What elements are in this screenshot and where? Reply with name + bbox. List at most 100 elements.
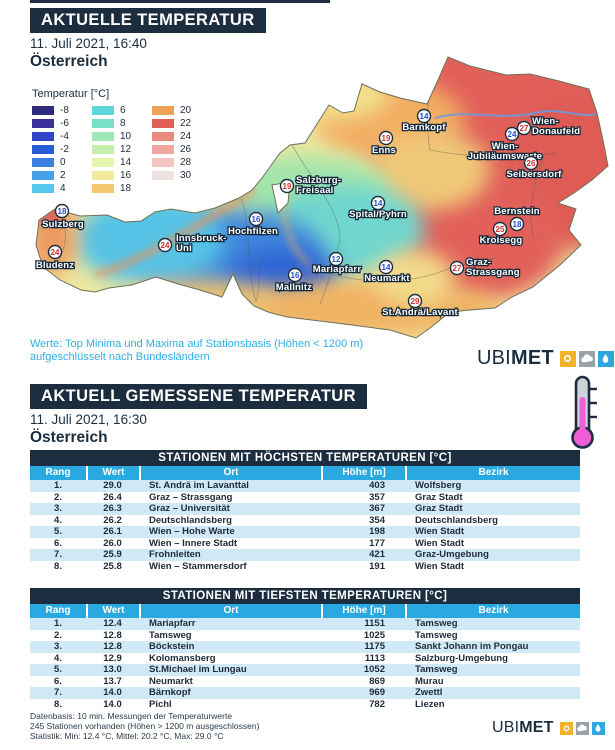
table-cell: 1151 [364, 618, 385, 629]
table-cell: 1. [54, 618, 62, 629]
legend-item: 22 [152, 118, 198, 129]
station-label: Kroisegg [480, 235, 523, 246]
legend-item: 2 [32, 170, 78, 181]
station-bernstein: Bernstein 18 [493, 205, 541, 232]
station-value: 19 [283, 182, 292, 191]
legend-item: 16 [92, 170, 138, 181]
table-cell: 1175 [364, 641, 385, 652]
section2-header: AKTUELL GEMESSENE TEMPERATUR 11. Juli 20… [30, 384, 367, 447]
cloud-icon [575, 721, 589, 735]
station-value-circle [504, 126, 520, 142]
table-cell: St.Michael im Lungau [149, 664, 247, 675]
table-cell: Graz Stadt [415, 491, 463, 503]
station-value-circle [370, 195, 386, 211]
table-cell: 1. [54, 480, 62, 491]
legend-item: 18 [92, 183, 138, 194]
station-label: Uni [176, 243, 192, 254]
station-label: Mallnitz [276, 282, 312, 293]
table-cell: 26.2 [103, 514, 122, 526]
legend-value: 4 [60, 183, 66, 194]
station-label: Graz- [466, 257, 491, 268]
station-value: 12 [332, 255, 341, 264]
table-row: 5. 26.1 Wien – Hohe Warte 198 Wien Stadt [30, 526, 580, 538]
station-label: Bernstein [494, 206, 540, 217]
legend-value: 22 [180, 118, 192, 129]
table-row: 7. 14.0 Bärnkopf 969 Zwettl [30, 687, 580, 699]
table-cell: 12.8 [103, 641, 122, 652]
legend-value: 12 [120, 144, 132, 155]
station-value: 25 [496, 225, 505, 234]
section2-title: AKTUELL GEMESSENE TEMPERATUR [30, 384, 367, 410]
station-value-circle [509, 216, 525, 232]
station-value: 26 [527, 159, 536, 168]
legend-item: 14 [92, 157, 138, 168]
cloud-icon [578, 350, 595, 367]
table-cell: 198 [369, 526, 385, 537]
station-value: 14 [382, 263, 391, 272]
legend-swatch [32, 106, 54, 115]
column-header: Rang [45, 605, 71, 616]
table-cell: 8. [54, 698, 62, 710]
map-note-line1: Werte: Top Minima und Maxima auf Station… [30, 338, 364, 350]
legend-swatch [92, 145, 114, 154]
footer-notes: Datenbasis: 10 min. Messungen der Temper… [30, 711, 259, 741]
map-note-line2: aufgeschlüsselt nach Bundesländern [30, 351, 210, 363]
legend-swatch [92, 184, 114, 193]
legend-value: 16 [120, 170, 132, 181]
table-cell: 6. [54, 537, 62, 549]
legend-swatch [32, 132, 54, 141]
table-cell: 2. [54, 629, 62, 641]
table-header-row: Rang Wert Ort Höhe [m] Bezirk [30, 466, 580, 480]
station-value-circle [54, 203, 70, 219]
temperature-legend: Temperatur [°C] -8 -6 -4 -2 0 2 4 6 8 10 12 14 16 18 2… [32, 88, 198, 194]
table-title: STATIONEN MIT TIEFSTEN TEMPERATUREN [°C] [30, 588, 580, 604]
station-value-circle [328, 251, 344, 267]
table-cell: Tamsweg [415, 618, 458, 629]
table-row: 1. 29.0 St. Andrä im Lavanttal 403 Wolfsberg [30, 480, 580, 492]
country-border [35, 56, 609, 339]
table-cell: 782 [369, 698, 385, 710]
table-cell: Sankt Johann im Pongau [415, 641, 529, 652]
table-row: 3. 26.3 Graz – Universität 367 Graz Stadt [30, 503, 580, 515]
station-salzburg-freisaal: Salzburg-Freisaal 19 [279, 174, 342, 197]
table-cell: 177 [369, 537, 385, 549]
station-value: 14 [420, 112, 429, 121]
legend-swatch [92, 171, 114, 180]
table-cell: Wien Stadt [415, 560, 464, 572]
table-cell: 14.0 [103, 698, 122, 710]
table-cell: 5. [54, 526, 62, 537]
table-cell: Mariapfarr [149, 618, 196, 629]
station-graz-strassgang: Graz-Strassgang 27 [449, 256, 521, 279]
station-value: 24 [508, 130, 517, 139]
station-value-circle [516, 120, 532, 136]
legend-value: 28 [180, 157, 192, 168]
table-cell: Deutschlandsberg [149, 514, 232, 526]
table-cell: Wien – Hohe Warte [149, 526, 235, 537]
ubimet-logo: UBIMET [492, 719, 605, 737]
station-label: Wien- [492, 141, 519, 152]
table-cell: Deutschlandsberg [415, 514, 498, 526]
station-wien-jubil-umswarte: Wien-Jubiläumswarte 24 [466, 126, 543, 163]
table-cell: Tamsweg [149, 629, 192, 641]
table-cell: Bärnkopf [149, 687, 191, 698]
austria-temperature-map: Sulzberg 18 Bludenz 24 Innsbruck- Uni 24 Hochfi… [0, 50, 615, 350]
table-cell: 3. [54, 503, 62, 514]
ubimet-logo: UBIMET [477, 347, 614, 370]
legend-item: 24 [152, 131, 198, 142]
legend-swatch [92, 106, 114, 115]
table-highest-temperatures: STATIONEN MIT HÖCHSTEN TEMPERATUREN [°C]… [30, 450, 580, 572]
station-label: St.Andrä/Lavant [382, 307, 458, 318]
table-cell: 8. [54, 560, 62, 572]
legend-swatch [32, 119, 54, 128]
table-row: 6. 13.7 Neumarkt 869 Murau [30, 675, 580, 687]
legend-item: 8 [92, 118, 138, 129]
table-cell: 12.4 [103, 618, 122, 629]
table-cell: 191 [369, 560, 385, 572]
droplet-icon [591, 721, 605, 735]
